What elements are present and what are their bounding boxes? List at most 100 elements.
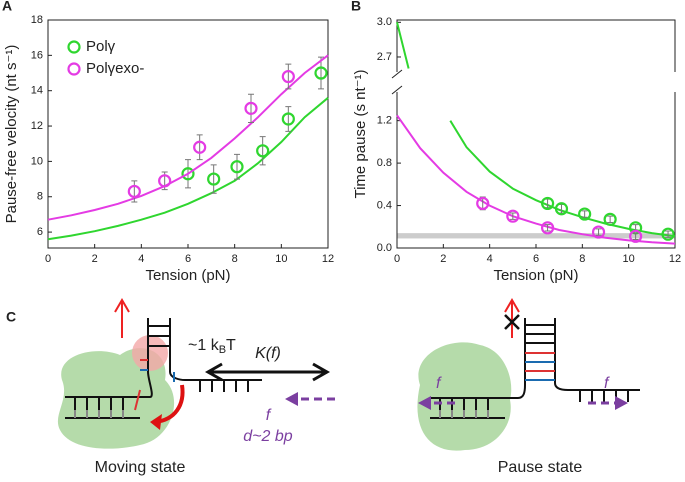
force-label: f bbox=[266, 407, 272, 424]
step-label: d~2 bp bbox=[243, 428, 292, 445]
error-bar bbox=[210, 164, 217, 194]
data-point bbox=[281, 69, 295, 84]
data-point bbox=[281, 112, 295, 126]
legend-marker bbox=[67, 40, 81, 54]
x-tick-label: 4 bbox=[487, 253, 493, 265]
fit-line bbox=[396, 22, 676, 238]
data-point bbox=[256, 144, 270, 158]
data-point bbox=[314, 66, 328, 80]
state-label: Pause state bbox=[498, 459, 583, 476]
polymerase-blob bbox=[57, 348, 175, 449]
legend-label: Polγ bbox=[86, 38, 116, 55]
base-pair bbox=[134, 389, 141, 411]
error-bar bbox=[285, 63, 292, 90]
x-tick-label: 2 bbox=[440, 253, 446, 265]
error-bar bbox=[285, 106, 292, 132]
data-point bbox=[476, 196, 490, 211]
x-tick-label: 10 bbox=[623, 253, 635, 265]
error-bar bbox=[259, 136, 266, 166]
data-point bbox=[540, 196, 555, 211]
legend-marker bbox=[67, 62, 81, 76]
data-point bbox=[554, 202, 569, 216]
y-tick-label: 10 bbox=[31, 155, 43, 167]
dna-lower-rungs bbox=[74, 410, 124, 418]
x-axis-title: Tension (pN) bbox=[145, 267, 230, 284]
band bbox=[397, 233, 675, 239]
polymerase-blob bbox=[417, 342, 512, 451]
x-tick-label: 2 bbox=[92, 253, 98, 265]
force-label: f bbox=[436, 375, 442, 392]
y-tick-label: 14 bbox=[31, 85, 43, 97]
error-bar bbox=[196, 134, 203, 161]
data-point bbox=[181, 167, 195, 181]
data-point bbox=[540, 221, 555, 235]
colored-base-pairs bbox=[525, 352, 555, 381]
blocked-arrow bbox=[504, 298, 520, 338]
error-bar bbox=[318, 56, 324, 90]
curved-arrow-head bbox=[150, 414, 162, 430]
x-tick-label: 12 bbox=[322, 253, 334, 265]
rate-label: K(f) bbox=[255, 345, 281, 362]
y-axis-title: Pause-free velocity (nt s⁻¹) bbox=[3, 45, 20, 224]
error-bar bbox=[509, 212, 516, 220]
data-point bbox=[661, 227, 675, 241]
force-arrow-head bbox=[615, 396, 628, 410]
force-arrow-head bbox=[418, 396, 431, 410]
diagram: C ~1 kBT Moving state K(f) f d~2 bp bbox=[6, 298, 640, 476]
x-tick-label: 8 bbox=[232, 253, 238, 265]
error-bar bbox=[632, 232, 639, 241]
error-bar bbox=[131, 180, 138, 203]
energy-halo bbox=[132, 335, 168, 371]
error-bar bbox=[581, 210, 588, 218]
error-bar bbox=[665, 230, 672, 238]
step-arrow-head bbox=[285, 392, 298, 406]
x-axis-title: Tension (pN) bbox=[493, 267, 578, 284]
y-axis-title: Time pause (s nt⁻¹) bbox=[352, 69, 369, 198]
y-tick-label: 0.0 bbox=[377, 242, 392, 254]
data-point bbox=[591, 225, 606, 239]
dna-lower-rungs bbox=[439, 410, 489, 418]
x-tick-label: 4 bbox=[138, 253, 144, 265]
x-tick-label: 0 bbox=[394, 253, 400, 265]
error-bar bbox=[595, 228, 602, 236]
data-point bbox=[578, 207, 592, 221]
energy-label: ~1 kBT bbox=[188, 337, 236, 356]
data-point bbox=[127, 184, 141, 199]
x-tick-label: 6 bbox=[185, 253, 191, 265]
data-point bbox=[506, 209, 520, 223]
x-tick-label: 6 bbox=[533, 253, 539, 265]
y-tick-label: 0.4 bbox=[377, 199, 392, 211]
y-tick-label: 2.7 bbox=[377, 51, 392, 63]
dna bbox=[65, 318, 262, 419]
y-tick-label: 16 bbox=[31, 49, 43, 61]
data-point bbox=[207, 172, 221, 186]
error-bar bbox=[248, 93, 254, 124]
error-bar bbox=[607, 215, 614, 224]
data-point bbox=[244, 101, 258, 115]
x-tick-label: 10 bbox=[275, 253, 287, 265]
panel-label: A bbox=[2, 0, 12, 14]
error-bar bbox=[234, 153, 240, 180]
y-tick-label: 0.8 bbox=[377, 157, 392, 169]
error-bar bbox=[544, 224, 551, 232]
x-tick-label: 0 bbox=[45, 253, 51, 265]
fit-line bbox=[47, 97, 329, 241]
dna bbox=[430, 318, 640, 419]
force-label: f bbox=[604, 375, 610, 392]
data-point bbox=[158, 174, 172, 188]
x-tick-label: 12 bbox=[669, 253, 681, 265]
y-tick-label: 12 bbox=[31, 120, 43, 132]
rate-arrow bbox=[204, 362, 331, 382]
y-tick-label: 8 bbox=[37, 191, 43, 203]
fit-line bbox=[47, 54, 329, 221]
data-point bbox=[193, 140, 207, 154]
x-tick-label: 8 bbox=[579, 253, 585, 265]
axis-break bbox=[391, 69, 403, 95]
fit-line bbox=[396, 114, 676, 245]
y-tick-label: 6 bbox=[37, 226, 43, 238]
data-point bbox=[230, 160, 244, 174]
data-point bbox=[629, 229, 643, 243]
y-tick-label: 18 bbox=[31, 14, 43, 26]
legend-label: Polγexo- bbox=[86, 60, 144, 77]
